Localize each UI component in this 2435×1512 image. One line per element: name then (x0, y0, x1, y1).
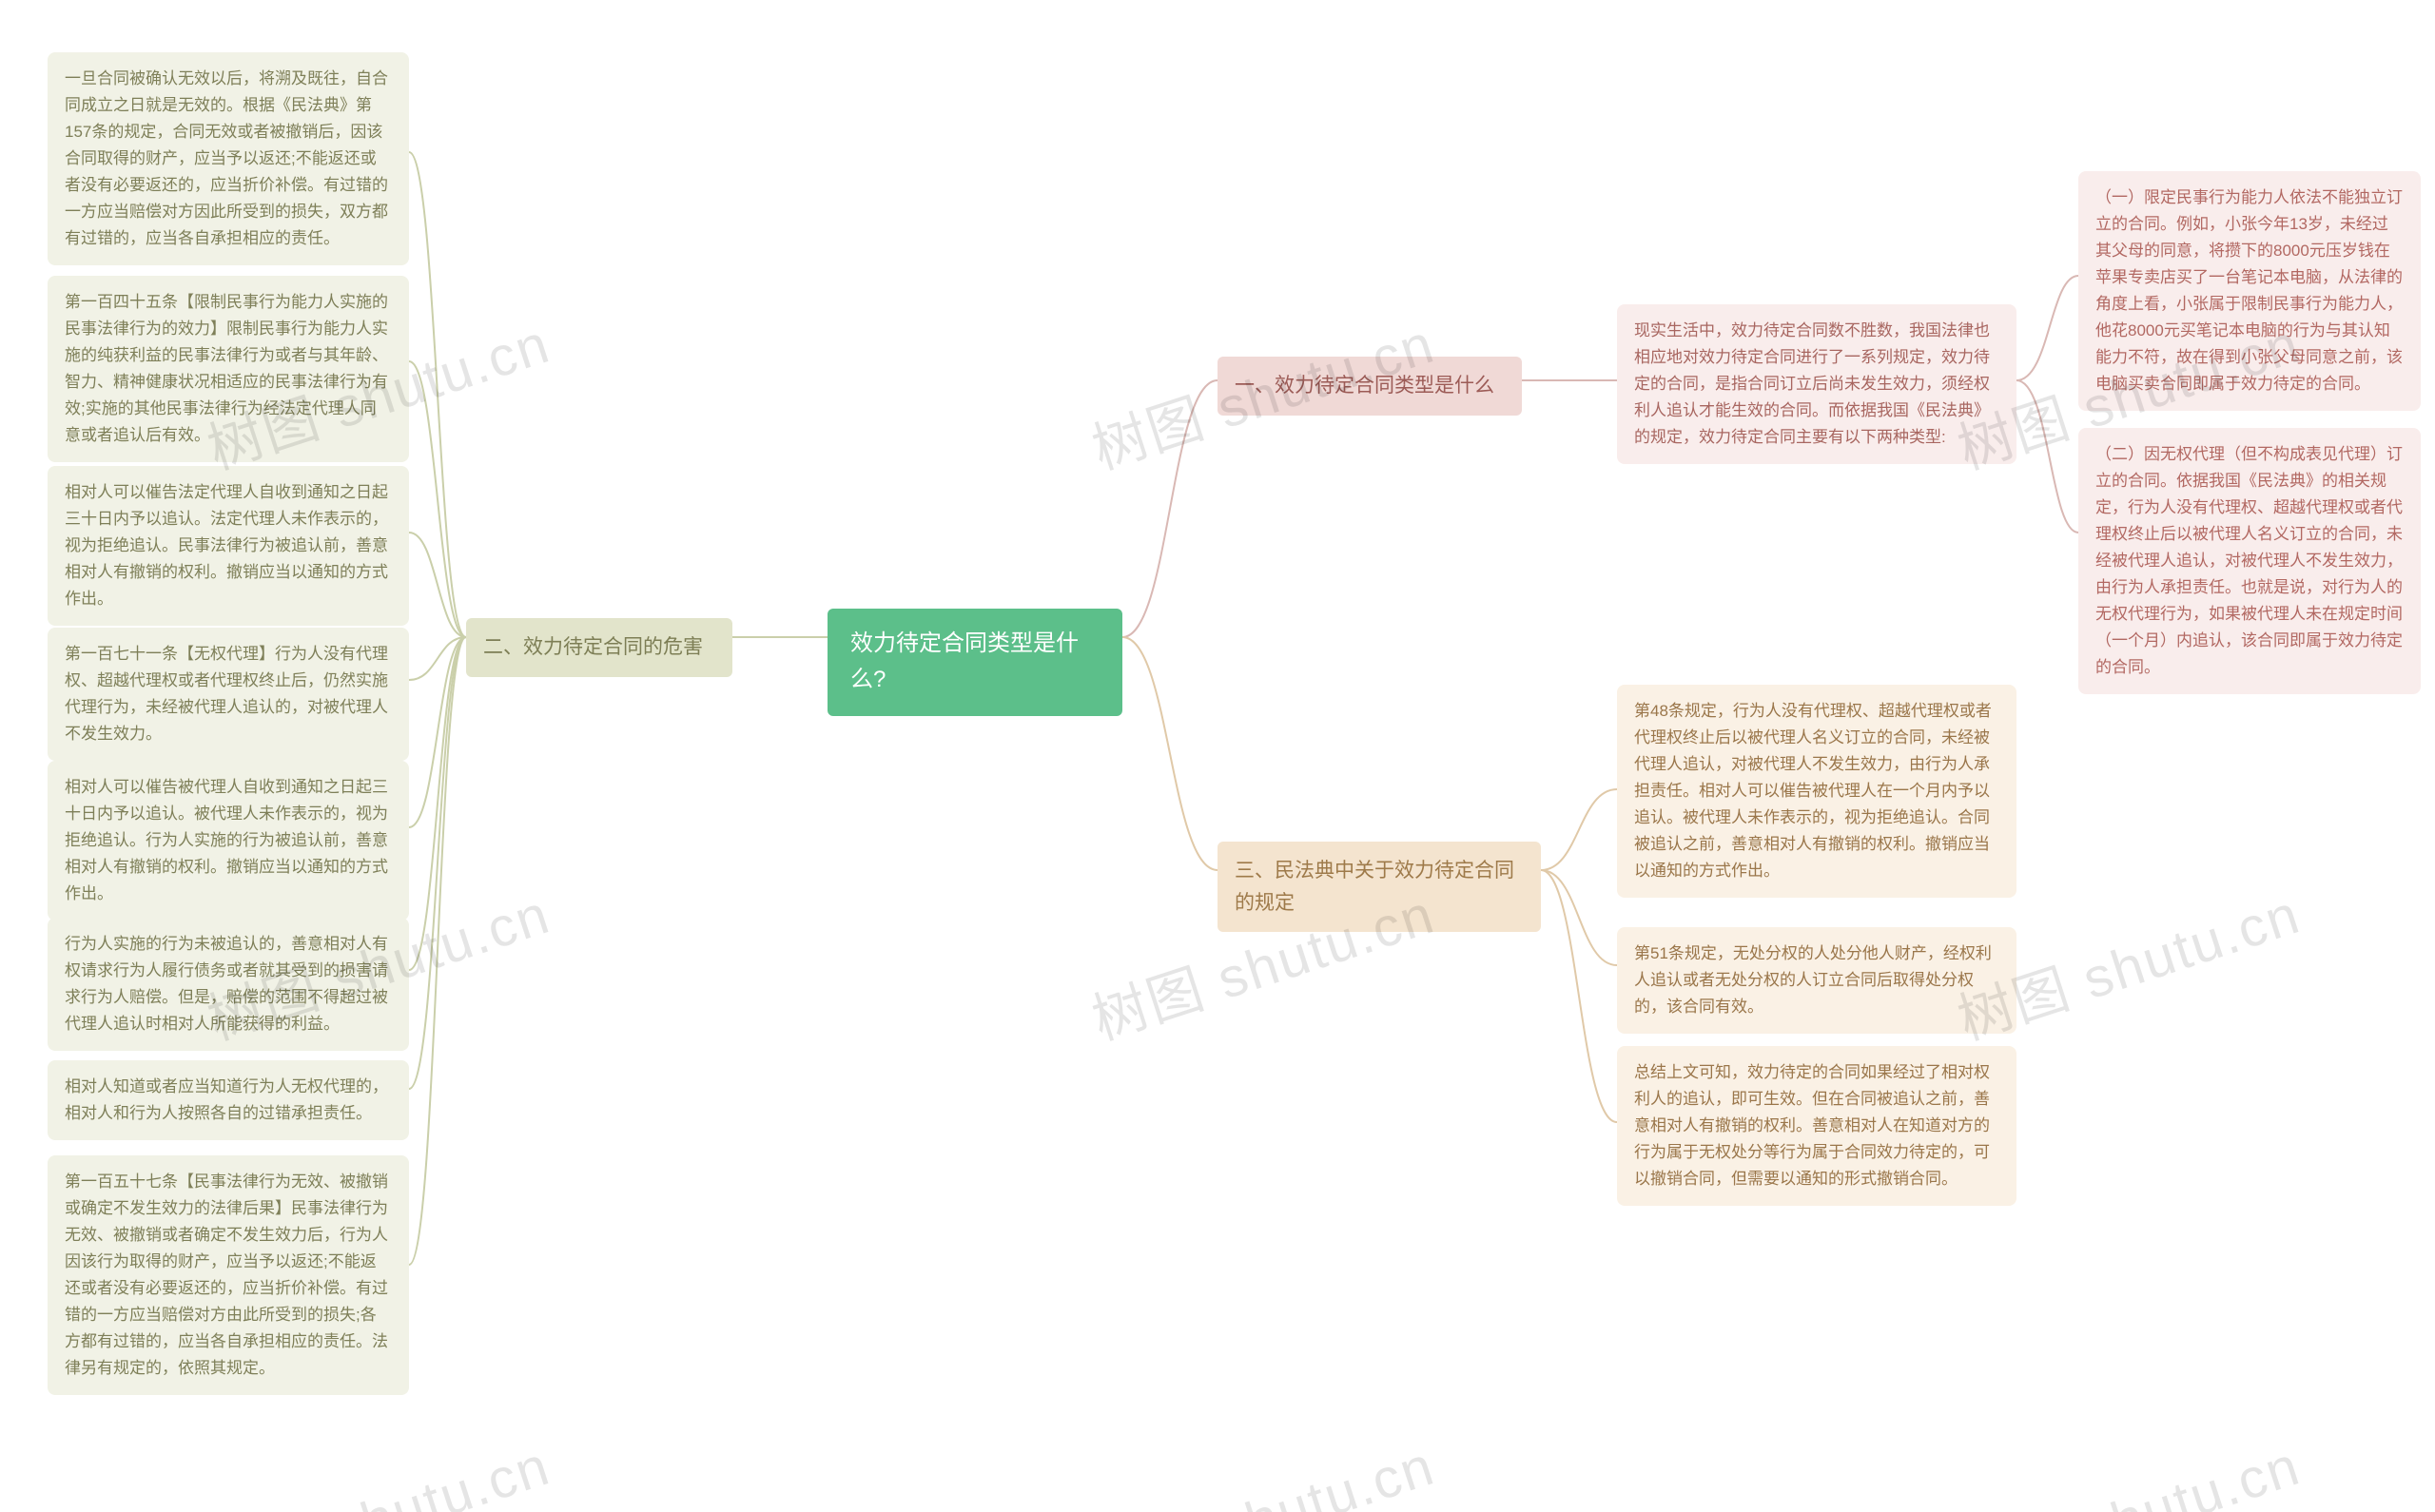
leaf-s2-item-5[interactable]: 相对人可以催告被代理人自收到通知之日起三十日内予以追认。被代理人未作表示的，视为… (48, 761, 409, 921)
connector (409, 637, 466, 1089)
mindmap-root[interactable]: 效力待定合同类型是什么? (828, 609, 1122, 716)
connector (409, 361, 466, 637)
leaf-s2-item-6[interactable]: 行为人实施的行为未被追认的，善意相对人有权请求行为人履行债务或者就其受到的损害请… (48, 918, 409, 1051)
connector (1122, 637, 1218, 870)
connector (409, 637, 466, 970)
leaf-s1-description[interactable]: 现实生活中，效力待定合同数不胜数，我国法律也相应地对效力待定合同进行了一系列规定… (1617, 304, 2016, 464)
connector (409, 637, 466, 680)
leaf-s2-item-8[interactable]: 第一百五十七条【民事法律行为无效、被撤销或确定不发生效力的法律后果】民事法律行为… (48, 1155, 409, 1395)
connector (2016, 380, 2078, 533)
leaf-s3-summary[interactable]: 总结上文可知，效力待定的合同如果经过了相对权利人的追认，即可生效。但在合同被追认… (1617, 1046, 2016, 1206)
leaf-s2-item-3[interactable]: 相对人可以催告法定代理人自收到通知之日起三十日内予以追认。法定代理人未作表示的，… (48, 466, 409, 626)
branch-section-1[interactable]: 一、效力待定合同类型是什么 (1218, 357, 1522, 416)
leaf-s2-item-2[interactable]: 第一百四十五条【限制民事行为能力人实施的民事法律行为的效力】限制民事行为能力人实… (48, 276, 409, 462)
leaf-s1-type-b[interactable]: （二）因无权代理（但不构成表见代理）订立的合同。依据我国《民法典》的相关规定，行… (2078, 428, 2421, 694)
branch-section-2[interactable]: 二、效力待定合同的危害 (466, 618, 732, 677)
leaf-s2-item-7[interactable]: 相对人知道或者应当知道行为人无权代理的，相对人和行为人按照各自的过错承担责任。 (48, 1060, 409, 1140)
connector (1541, 870, 1617, 1122)
leaf-s2-item-4[interactable]: 第一百七十一条【无权代理】行为人没有代理权、超越代理权或者代理权终止后，仍然实施… (48, 628, 409, 761)
watermark: 树图 shutu.cn (1946, 1421, 2308, 1512)
leaf-s1-type-a[interactable]: （一）限定民事行为能力人依法不能独立订立的合同。例如，小张今年13岁，未经过其父… (2078, 171, 2421, 411)
watermark: 树图 shutu.cn (196, 1421, 558, 1512)
connector (1541, 789, 1617, 870)
connector (409, 637, 466, 827)
watermark: 树图 shutu.cn (1081, 1421, 1443, 1512)
leaf-s3-article-48[interactable]: 第48条规定，行为人没有代理权、超越代理权或者代理权终止后以被代理人名义订立的合… (1617, 685, 2016, 898)
connector (409, 533, 466, 637)
connector (1541, 870, 1617, 965)
connector (409, 637, 466, 1265)
connector (409, 152, 466, 637)
branch-section-3[interactable]: 三、民法典中关于效力待定合同的规定 (1218, 842, 1541, 932)
connector (2016, 276, 2078, 380)
leaf-s2-item-1[interactable]: 一旦合同被确认无效以后，将溯及既往，自合同成立之日就是无效的。根据《民法典》第1… (48, 52, 409, 265)
connector (1122, 380, 1218, 637)
leaf-s3-article-51[interactable]: 第51条规定，无处分权的人处分他人财产，经权利人追认或者无处分权的人订立合同后取… (1617, 927, 2016, 1034)
